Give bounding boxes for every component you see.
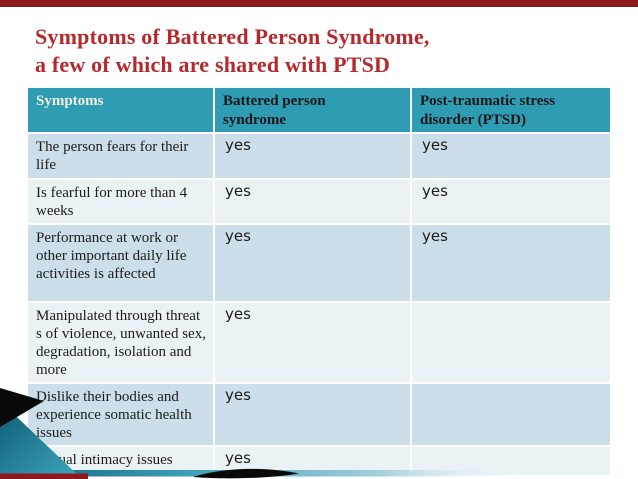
table-row: Dislike their bodies and experience soma… — [28, 384, 612, 447]
symptoms-comparison-table: Symptoms Battered person syndrome Post-t… — [28, 88, 612, 477]
slide-title-line-2: a few of which are shared with PTSD — [35, 52, 391, 77]
bps-value-cell: yes — [215, 384, 412, 447]
column-header-battered-person-syndrome: Battered person syndrome — [215, 88, 412, 134]
symptom-cell: Sexual intimacy issues — [28, 447, 215, 477]
table-row: Manipulated through threat s of violence… — [28, 303, 612, 384]
bps-value-cell: yes — [215, 225, 412, 303]
ptsd-value-cell: yes — [412, 134, 612, 180]
ptsd-value-cell — [412, 303, 612, 384]
table-row: Performance at work or other important d… — [28, 225, 612, 303]
table-row: Is fearful for more than 4 weeks yes yes — [28, 180, 612, 225]
ptsd-value-cell: yes — [412, 225, 612, 303]
ptsd-value-cell — [412, 384, 612, 447]
bps-value-cell: yes — [215, 303, 412, 384]
ptsd-value-cell: yes — [412, 180, 612, 225]
slide-top-accent-bar — [0, 0, 638, 7]
symptom-cell: The person fears for their life — [28, 134, 215, 180]
slide-title-line-1: Symptoms of Battered Person Syndrome, — [35, 24, 430, 49]
bps-value-cell: yes — [215, 134, 412, 180]
symptom-cell: Is fearful for more than 4 weeks — [28, 180, 215, 225]
symptom-cell: Manipulated through threat s of violence… — [28, 303, 215, 384]
slide-title: Symptoms of Battered Person Syndrome, a … — [35, 23, 430, 79]
column-header-symptoms: Symptoms — [28, 88, 215, 134]
symptom-cell: Dislike their bodies and experience soma… — [28, 384, 215, 447]
bps-value-cell: yes — [215, 180, 412, 225]
table-row: The person fears for their life yes yes — [28, 134, 612, 180]
ptsd-value-cell — [412, 447, 612, 477]
column-header-ptsd: Post-traumatic stress disorder (PTSD) — [412, 88, 612, 134]
bps-value-cell: yes — [215, 447, 412, 477]
symptom-cell: Performance at work or other important d… — [28, 225, 215, 303]
table-header-row: Symptoms Battered person syndrome Post-t… — [28, 88, 612, 134]
table-row: Sexual intimacy issues yes — [28, 447, 612, 477]
